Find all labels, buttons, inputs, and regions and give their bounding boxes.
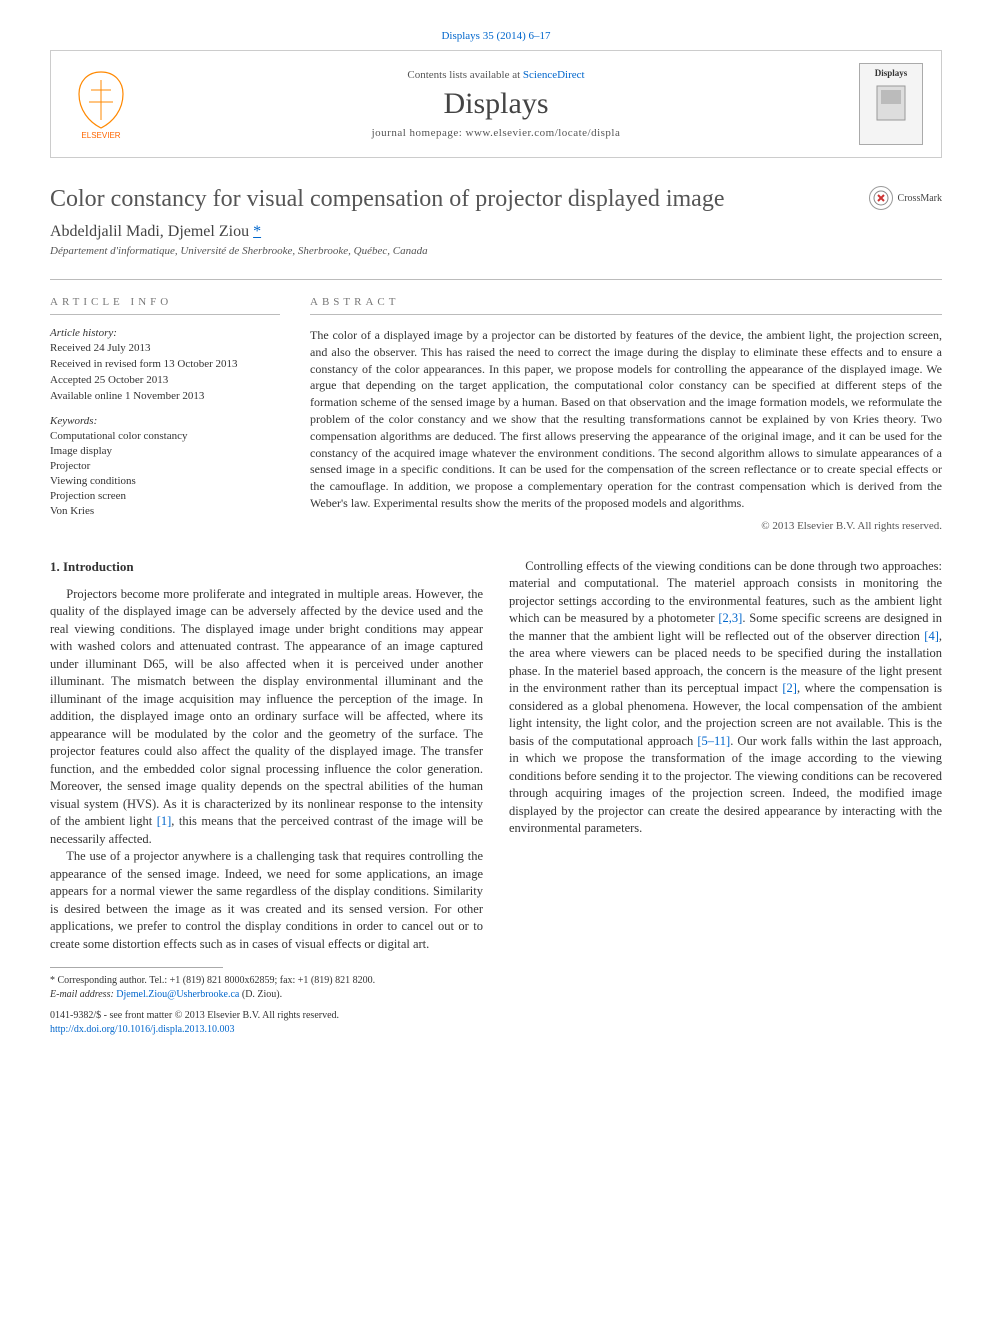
footnote-separator xyxy=(50,967,223,968)
abstract-label: ABSTRACT xyxy=(310,296,942,315)
homepage-line: journal homepage: www.elsevier.com/locat… xyxy=(147,127,845,139)
affiliation: Département d'informatique, Université d… xyxy=(50,245,942,257)
crossmark-badge[interactable]: CrossMark xyxy=(869,186,942,210)
keyword: Image display xyxy=(50,444,280,459)
body-columns: 1. Introduction Projectors become more p… xyxy=(50,558,942,1037)
abstract-block: ABSTRACT The color of a displayed image … xyxy=(310,296,942,532)
homepage-prefix: journal homepage: xyxy=(372,127,466,139)
history-item: Accepted 25 October 2013 xyxy=(50,373,280,388)
journal-name: Displays xyxy=(147,87,845,121)
contents-line: Contents lists available at ScienceDirec… xyxy=(147,69,845,81)
front-matter: 0141-9382/$ - see front matter © 2013 El… xyxy=(50,1010,339,1021)
journal-citation[interactable]: Displays 35 (2014) 6–17 xyxy=(50,30,942,42)
section-heading: 1. Introduction xyxy=(50,558,483,576)
abstract-text: The color of a displayed image by a proj… xyxy=(310,327,942,512)
email-link[interactable]: Djemel.Ziou@Usherbrooke.ca xyxy=(116,989,239,1000)
body-paragraph: Controlling effects of the viewing condi… xyxy=(509,558,942,838)
authors: Abdeldjalil Madi, Djemel Ziou * xyxy=(50,223,942,241)
crossmark-icon xyxy=(869,186,893,210)
p3e: . Our work falls within the last approac… xyxy=(509,734,942,836)
keyword: Projection screen xyxy=(50,489,280,504)
ref-link[interactable]: [2,3] xyxy=(718,611,742,625)
homepage-url[interactable]: www.elsevier.com/locate/displa xyxy=(466,127,621,139)
footnote-text: Corresponding author. Tel.: +1 (819) 821… xyxy=(55,975,375,986)
doi-block: 0141-9382/$ - see front matter © 2013 El… xyxy=(50,1009,483,1036)
email-label: E-mail address: xyxy=(50,989,116,1000)
keyword: Computational color constancy xyxy=(50,429,280,444)
copyright: © 2013 Elsevier B.V. All rights reserved… xyxy=(310,520,942,532)
info-abstract-row: ARTICLE INFO Article history: Received 2… xyxy=(50,279,942,532)
footnote-name: (D. Ziou). xyxy=(239,989,282,1000)
journal-cover-thumbnail[interactable]: Displays xyxy=(859,63,923,145)
article-info: ARTICLE INFO Article history: Received 2… xyxy=(50,296,280,532)
corresponding-marker[interactable]: * xyxy=(253,223,261,240)
ref-link[interactable]: [5–11] xyxy=(697,734,730,748)
article-info-label: ARTICLE INFO xyxy=(50,296,280,315)
keyword: Von Kries xyxy=(50,504,280,519)
ref-link[interactable]: [4] xyxy=(924,629,939,643)
history-item: Available online 1 November 2013 xyxy=(50,389,280,404)
corresponding-footnote: * Corresponding author. Tel.: +1 (819) 8… xyxy=(50,974,483,1001)
contents-prefix: Contents lists available at xyxy=(407,69,522,81)
elsevier-text: ELSEVIER xyxy=(81,131,120,140)
article-title: Color constancy for visual compensation … xyxy=(50,186,869,213)
p1a: Projectors become more proliferate and i… xyxy=(50,587,483,829)
elsevier-logo[interactable]: ELSEVIER xyxy=(69,68,133,140)
doi-link[interactable]: http://dx.doi.org/10.1016/j.displa.2013.… xyxy=(50,1024,235,1035)
history-item: Received in revised form 13 October 2013 xyxy=(50,357,280,372)
header-center: Contents lists available at ScienceDirec… xyxy=(147,69,845,139)
ref-link[interactable]: [1] xyxy=(157,814,172,828)
sciencedirect-link[interactable]: ScienceDirect xyxy=(523,69,585,81)
keyword: Projector xyxy=(50,459,280,474)
cover-label: Displays xyxy=(875,68,908,78)
ref-link[interactable]: [2] xyxy=(782,681,797,695)
journal-header: ELSEVIER Contents lists available at Sci… xyxy=(50,50,942,158)
history-label: Article history: xyxy=(50,327,280,339)
title-row: Color constancy for visual compensation … xyxy=(50,186,942,213)
body-paragraph: The use of a projector anywhere is a cha… xyxy=(50,848,483,953)
body-paragraph: Projectors become more proliferate and i… xyxy=(50,586,483,849)
author-names: Abdeldjalil Madi, Djemel Ziou xyxy=(50,223,249,240)
crossmark-label: CrossMark xyxy=(898,193,942,204)
keywords-label: Keywords: xyxy=(50,415,280,427)
history-item: Received 24 July 2013 xyxy=(50,341,280,356)
keyword: Viewing conditions xyxy=(50,474,280,489)
